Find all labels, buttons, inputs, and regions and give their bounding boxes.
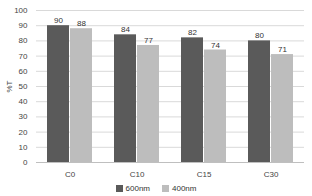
svg-text:80: 80 <box>19 36 28 45</box>
svg-text:20: 20 <box>19 128 28 137</box>
svg-text:C30: C30 <box>264 170 279 179</box>
svg-text:0: 0 <box>23 158 28 167</box>
svg-text:80: 80 <box>255 31 264 40</box>
svg-text:70: 70 <box>19 52 28 61</box>
svg-text:82: 82 <box>188 28 197 37</box>
svg-text:90: 90 <box>19 21 28 30</box>
html-text:400nm: 400nm <box>172 183 197 193</box>
svg-text:C15: C15 <box>197 170 212 179</box>
svg-text:C0: C0 <box>65 170 76 179</box>
svg-text:71: 71 <box>278 45 287 54</box>
svg-text:30: 30 <box>19 112 28 121</box>
svg-text:40: 40 <box>19 97 28 106</box>
svg-text:%T: %T <box>5 80 14 92</box>
svg-text:100: 100 <box>14 6 28 15</box>
svg-text:74: 74 <box>211 41 220 50</box>
svg-text:60: 60 <box>19 67 28 76</box>
html-text:600nm: 600nm <box>125 183 150 193</box>
svg-text:90: 90 <box>54 16 63 25</box>
svg-text:50: 50 <box>19 82 28 91</box>
svg-text:84: 84 <box>121 25 130 34</box>
svg-text:77: 77 <box>144 36 153 45</box>
svg-text:C10: C10 <box>130 170 145 179</box>
svg-text:88: 88 <box>77 19 86 28</box>
svg-text:10: 10 <box>19 143 28 152</box>
